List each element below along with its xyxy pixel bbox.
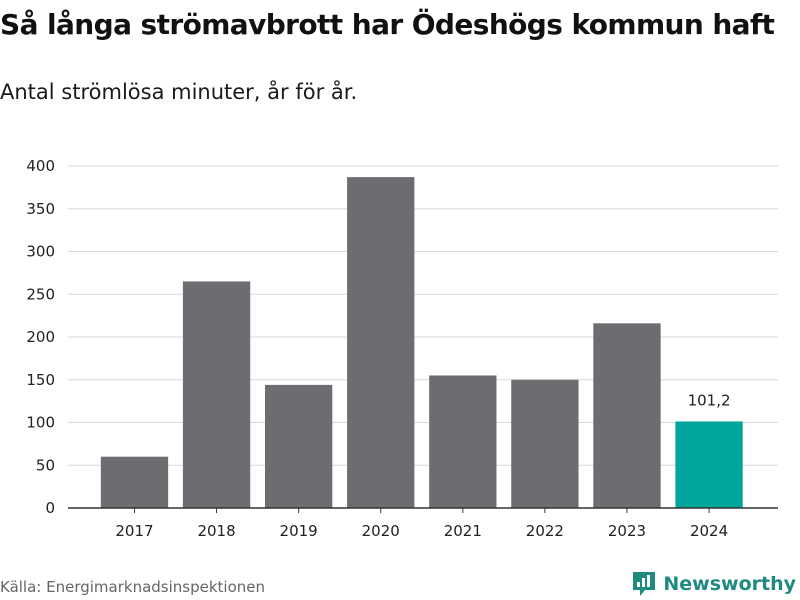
x-tick-label: 2018 <box>197 522 235 540</box>
x-tick-label: 2023 <box>608 522 646 540</box>
x-tick-label: 2017 <box>115 522 153 540</box>
bar-2022 <box>511 379 579 508</box>
newsworthy-logo-icon <box>633 572 656 596</box>
x-tick-label: 2022 <box>526 522 564 540</box>
brand-logo: Newsworthy <box>631 570 796 598</box>
data-label-2024: 101,2 <box>688 391 731 409</box>
chart-subtitle: Antal strömlösa minuter, år för år. <box>0 80 358 104</box>
y-axis-ticks: 0 50 100 150 200 250 300 350 400 <box>26 157 55 517</box>
x-tick-label: 2024 <box>690 522 728 540</box>
y-tick-label: 350 <box>26 200 55 218</box>
chart-title: Så långa strömavbrott har Ödeshögs kommu… <box>0 8 775 41</box>
bar-2017 <box>100 456 169 508</box>
source-note: Källa: Energimarknadsinspektionen <box>0 578 266 596</box>
bars: 101,2 <box>100 177 743 509</box>
x-tick-label: 2019 <box>280 522 318 540</box>
brand-name: Newsworthy <box>663 573 796 595</box>
y-tick-label: 200 <box>26 328 55 346</box>
y-tick-label: 250 <box>26 285 55 303</box>
y-tick-label: 400 <box>26 157 55 175</box>
x-tick-label: 2020 <box>362 522 400 540</box>
bar-2018 <box>182 281 251 508</box>
y-tick-label: 150 <box>26 371 55 389</box>
y-tick-label: 100 <box>26 414 55 432</box>
bar-2019 <box>264 384 333 508</box>
y-tick-label: 300 <box>26 243 55 261</box>
x-tick-label: 2021 <box>444 522 482 540</box>
y-tick-label: 50 <box>36 456 55 474</box>
bar-2024 <box>675 421 743 508</box>
bar-2021 <box>429 375 497 508</box>
y-tick-label: 0 <box>45 499 55 517</box>
bar-2020 <box>347 177 415 509</box>
x-axis-ticks: 2017 2018 2019 2020 2021 2022 2023 2024 <box>115 508 728 540</box>
bar-2023 <box>593 323 661 508</box>
gridlines <box>68 165 778 466</box>
